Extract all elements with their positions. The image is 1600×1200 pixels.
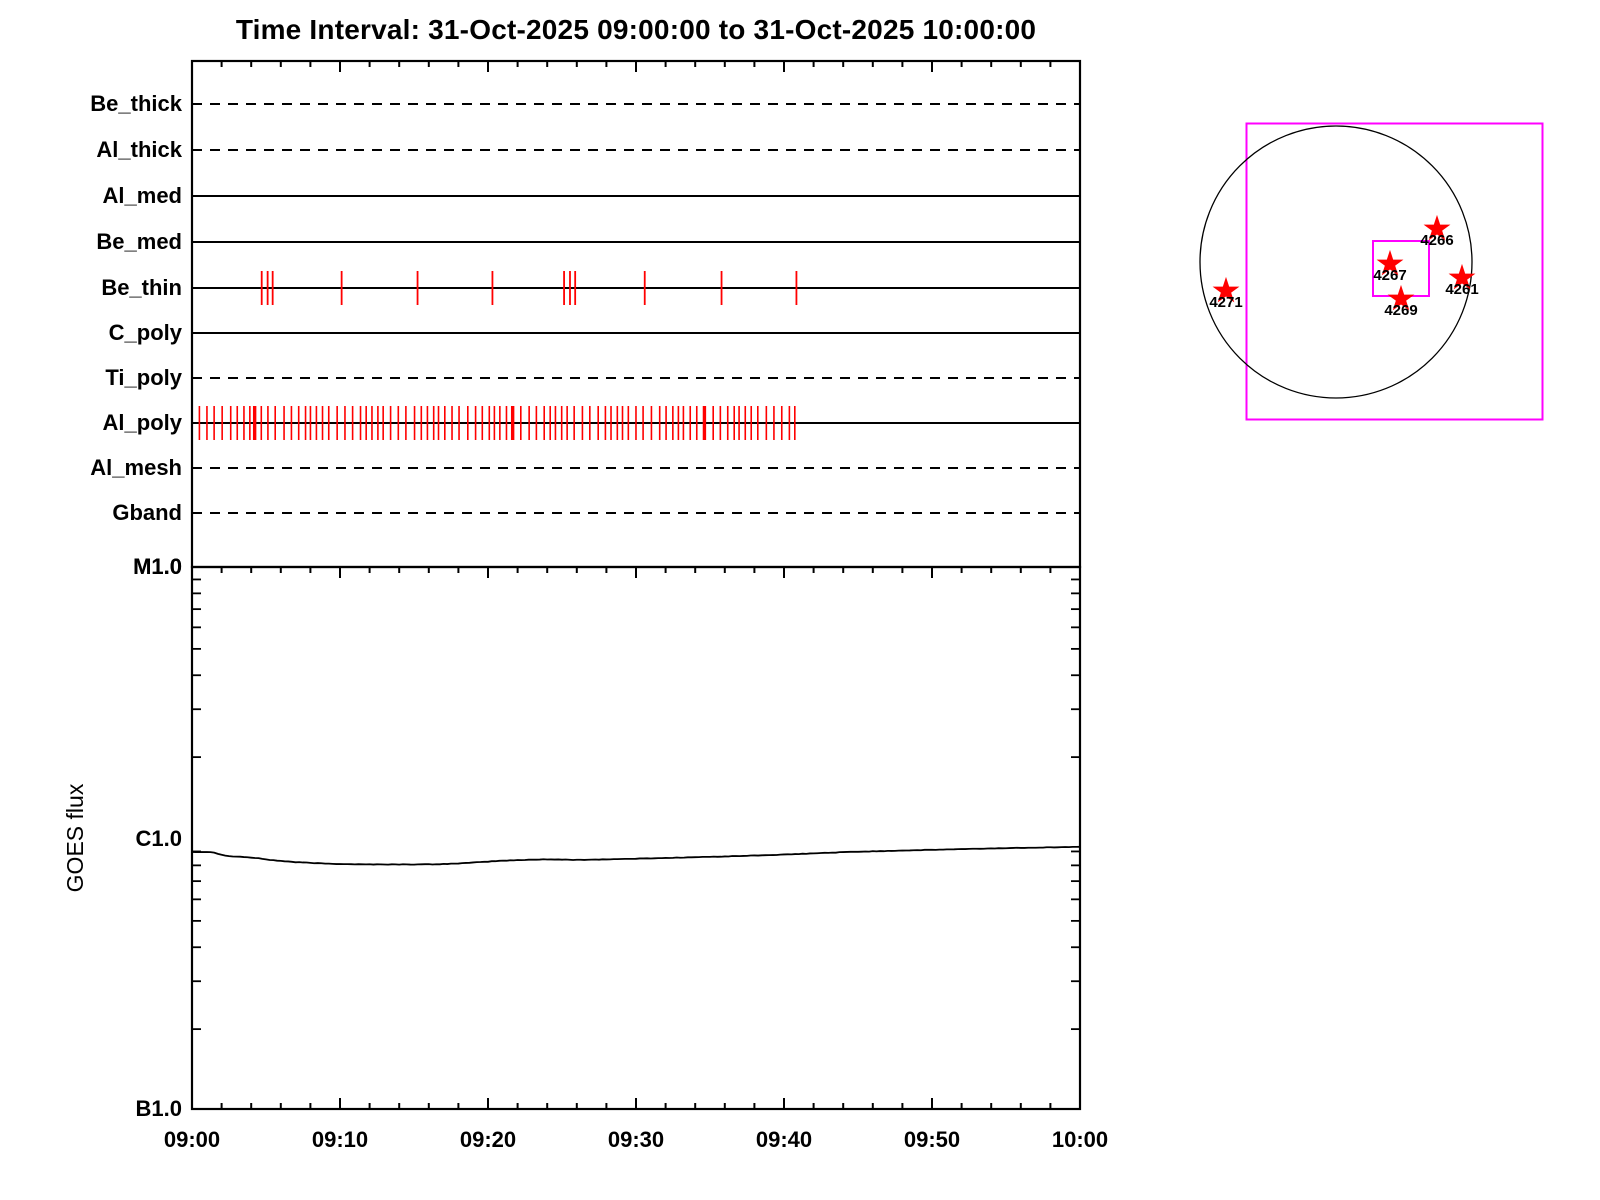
svg-text:C1.0: C1.0 — [136, 826, 182, 851]
svg-text:09:30: 09:30 — [608, 1127, 664, 1152]
svg-text:09:10: 09:10 — [312, 1127, 368, 1152]
svg-text:4271: 4271 — [1209, 294, 1242, 311]
svg-text:C_poly: C_poly — [109, 320, 183, 345]
svg-text:Al_med: Al_med — [103, 183, 182, 208]
svg-text:Al_thick: Al_thick — [96, 137, 182, 162]
svg-text:10:00: 10:00 — [1052, 1127, 1108, 1152]
svg-text:09:20: 09:20 — [460, 1127, 516, 1152]
svg-text:Ti_poly: Ti_poly — [105, 365, 182, 390]
svg-text:09:50: 09:50 — [904, 1127, 960, 1152]
svg-text:4266: 4266 — [1420, 232, 1453, 249]
svg-text:Al_mesh: Al_mesh — [90, 455, 182, 480]
svg-text:Gband: Gband — [112, 500, 182, 525]
svg-text:Al_poly: Al_poly — [103, 410, 183, 435]
svg-text:4269: 4269 — [1384, 302, 1417, 319]
svg-text:09:00: 09:00 — [164, 1127, 220, 1152]
svg-text:4261: 4261 — [1445, 281, 1478, 298]
svg-text:Be_thick: Be_thick — [90, 91, 182, 116]
svg-text:M1.0: M1.0 — [133, 554, 182, 579]
svg-text:Be_med: Be_med — [96, 229, 182, 254]
svg-text:Be_thin: Be_thin — [101, 275, 182, 300]
svg-text:B1.0: B1.0 — [136, 1096, 182, 1121]
svg-text:4267: 4267 — [1373, 267, 1406, 284]
svg-text:09:40: 09:40 — [756, 1127, 812, 1152]
svg-text:GOES flux: GOES flux — [62, 783, 88, 892]
